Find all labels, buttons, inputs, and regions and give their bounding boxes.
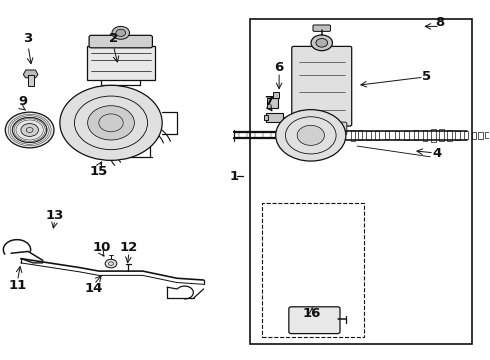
Bar (262, 203, 365, 337)
Text: 11: 11 (8, 279, 26, 292)
Circle shape (5, 112, 54, 148)
Bar (394, 131, 399, 139)
Text: 13: 13 (46, 209, 64, 222)
FancyBboxPatch shape (289, 307, 340, 334)
Bar (471, 132, 476, 139)
Circle shape (21, 123, 38, 136)
Bar (464, 131, 468, 139)
Circle shape (116, 29, 125, 36)
Bar (456, 131, 460, 140)
Bar (447, 130, 452, 141)
Text: 4: 4 (433, 147, 442, 160)
Text: 1: 1 (230, 170, 239, 183)
FancyBboxPatch shape (296, 122, 347, 135)
Text: 2: 2 (109, 32, 118, 45)
Bar (375, 131, 379, 140)
Bar (264, 115, 269, 120)
FancyBboxPatch shape (313, 25, 331, 31)
Bar (351, 130, 355, 141)
Bar (266, 113, 284, 122)
Bar (273, 92, 279, 98)
Circle shape (112, 26, 129, 39)
Text: 10: 10 (92, 241, 110, 255)
FancyBboxPatch shape (292, 46, 352, 126)
Bar (485, 132, 489, 138)
Bar (267, 98, 278, 108)
FancyBboxPatch shape (89, 35, 152, 48)
Bar (250, 19, 471, 344)
Bar (423, 130, 427, 141)
Text: 16: 16 (303, 307, 321, 320)
Circle shape (105, 259, 117, 268)
Bar (478, 132, 483, 139)
Text: 14: 14 (85, 283, 103, 296)
Bar (440, 129, 444, 141)
Bar (358, 130, 363, 140)
Polygon shape (24, 70, 38, 78)
Bar (367, 131, 371, 140)
Bar (431, 129, 436, 142)
Circle shape (316, 39, 328, 47)
Text: 12: 12 (120, 241, 138, 255)
Bar (28, 75, 33, 86)
Text: 3: 3 (24, 32, 33, 45)
Circle shape (276, 110, 346, 161)
FancyBboxPatch shape (87, 46, 155, 80)
Circle shape (88, 106, 134, 140)
Text: 5: 5 (422, 70, 431, 83)
Text: 15: 15 (90, 165, 108, 177)
Text: 6: 6 (274, 61, 284, 74)
Circle shape (297, 125, 324, 145)
Circle shape (60, 85, 162, 160)
Text: 8: 8 (435, 16, 444, 29)
Text: 9: 9 (19, 95, 28, 108)
Bar (385, 131, 389, 139)
Circle shape (311, 35, 332, 51)
Text: 7: 7 (264, 95, 273, 108)
Bar (414, 130, 418, 140)
Bar (404, 131, 409, 140)
